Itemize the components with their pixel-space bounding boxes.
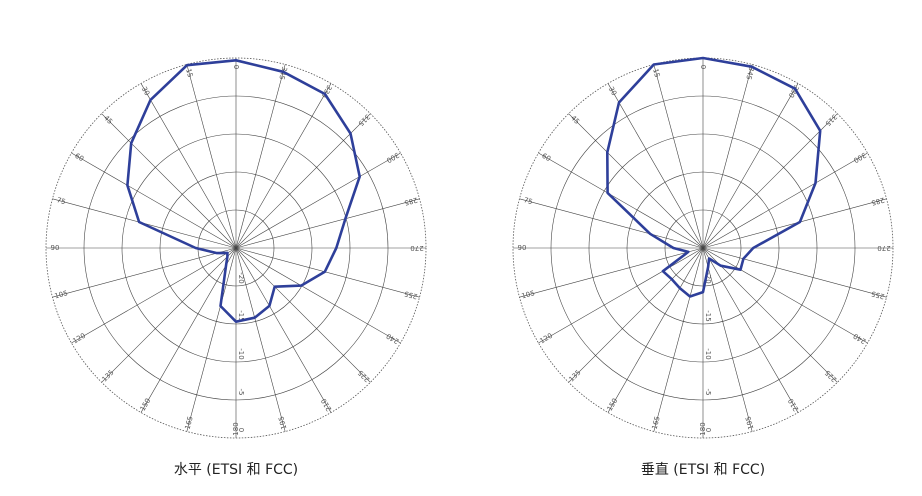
spoke	[140, 247, 237, 413]
spoke	[101, 247, 237, 383]
angle-label: 120	[71, 332, 87, 346]
spoke	[568, 247, 704, 383]
spoke	[235, 247, 420, 298]
spoke	[186, 247, 237, 432]
spoke	[702, 247, 868, 344]
angle-label: 75	[523, 196, 534, 206]
angle-label: 180	[232, 422, 240, 435]
spoke	[71, 247, 237, 344]
angle-label: 345	[744, 66, 755, 81]
r-tick-label: -20	[704, 272, 712, 283]
angle-label: 120	[538, 332, 554, 346]
angle-label: 90	[51, 244, 60, 252]
angle-label: 240	[385, 332, 401, 346]
angle-label: 255	[403, 289, 418, 300]
spoke	[71, 152, 237, 249]
angle-label: 210	[787, 397, 801, 413]
angle-label: 30	[140, 85, 151, 97]
angle-label: 180	[699, 422, 707, 435]
angle-label: 90	[518, 244, 527, 252]
angle-label: 345	[277, 66, 288, 81]
angle-label: 30	[607, 85, 618, 97]
angle-label: 15	[184, 68, 194, 79]
spoke	[140, 83, 237, 249]
spoke	[607, 83, 704, 249]
spoke	[235, 64, 286, 249]
spoke	[702, 152, 868, 249]
angle-label: 45	[569, 114, 581, 126]
angle-label: 60	[73, 152, 85, 163]
angle-label: 105	[521, 289, 536, 300]
angle-label: 210	[320, 397, 334, 413]
r-tick-label: 0	[704, 428, 712, 432]
spoke	[702, 247, 838, 383]
spoke	[653, 64, 704, 249]
spoke	[653, 247, 704, 432]
chart-title: 水平 (ETSI 和 FCC)	[174, 462, 298, 478]
spoke	[538, 247, 704, 344]
spoke	[235, 247, 286, 432]
spoke	[235, 247, 401, 344]
pattern-line	[606, 56, 822, 298]
r-tick-label: -15	[237, 310, 245, 321]
spoke	[702, 247, 799, 413]
angle-label: 150	[606, 397, 620, 413]
spoke	[101, 113, 237, 249]
chart-title: 垂直 (ETSI 和 FCC)	[641, 461, 765, 478]
spoke	[702, 247, 753, 432]
spoke	[235, 152, 401, 249]
r-tick-label: -5	[704, 389, 712, 396]
r-tick-label: -5	[237, 389, 245, 396]
angle-label: 165	[184, 415, 195, 430]
spoke	[235, 247, 371, 383]
angle-label: 15	[651, 68, 661, 79]
spoke	[52, 247, 237, 298]
spoke	[235, 247, 332, 413]
spoke	[235, 113, 371, 249]
angle-label: 105	[54, 289, 69, 300]
spoke	[519, 247, 704, 298]
spoke	[186, 64, 237, 249]
r-tick-label: -15	[704, 310, 712, 321]
r-tick-label: -20	[237, 272, 245, 283]
angle-label: 270	[410, 244, 423, 252]
spoke	[702, 247, 887, 298]
spoke	[702, 113, 838, 249]
angle-label: 285	[870, 196, 885, 207]
pattern-line	[126, 59, 361, 323]
angle-label: 0	[232, 65, 240, 69]
spoke	[607, 247, 704, 413]
spoke	[538, 152, 704, 249]
r-tick-label: 0	[237, 428, 245, 432]
angle-label: 285	[403, 196, 418, 207]
angle-label: 270	[877, 244, 890, 252]
spoke	[519, 198, 704, 249]
angle-label: 255	[870, 289, 885, 300]
spoke	[235, 198, 420, 249]
angle-label: 0	[699, 65, 707, 69]
spoke	[702, 83, 799, 249]
angle-label: 300	[385, 151, 401, 165]
angle-label: 165	[651, 415, 662, 430]
r-tick-label: -10	[704, 348, 712, 359]
angle-label: 45	[102, 114, 114, 126]
angle-label: 150	[139, 397, 153, 413]
angle-label: 300	[852, 151, 868, 165]
spoke	[702, 64, 753, 249]
angle-label: 60	[540, 152, 552, 163]
angle-label: 195	[277, 415, 288, 430]
spoke	[568, 113, 704, 249]
angle-label: 75	[56, 196, 67, 206]
angle-label: 240	[852, 332, 868, 346]
r-tick-label: -10	[237, 348, 245, 359]
angle-label: 195	[744, 415, 755, 430]
spoke	[235, 83, 332, 249]
